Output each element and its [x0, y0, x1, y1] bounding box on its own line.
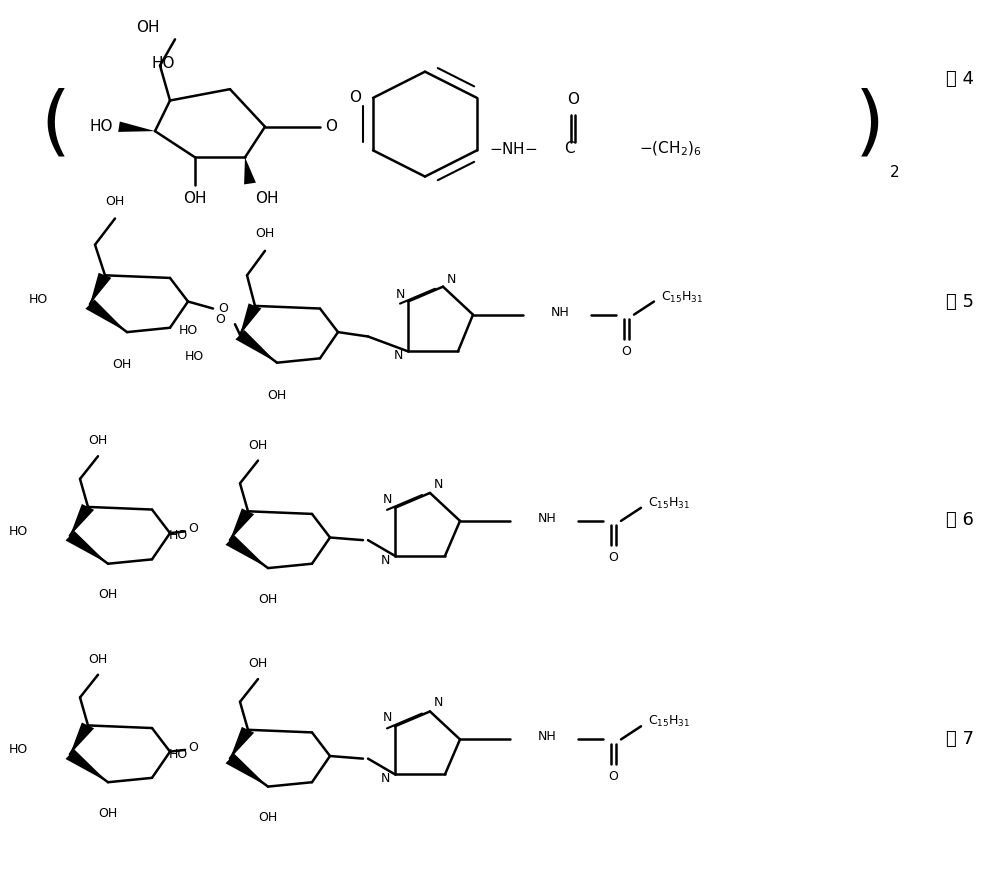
- Text: O: O: [188, 523, 198, 535]
- Text: $-$(CH$_2)_6$: $-$(CH$_2)_6$: [639, 139, 701, 158]
- Text: O: O: [608, 770, 618, 783]
- Text: OH: OH: [248, 657, 268, 670]
- Text: OH: OH: [136, 20, 160, 35]
- Text: O: O: [349, 90, 361, 106]
- Text: N: N: [380, 773, 390, 785]
- Text: N: N: [380, 554, 390, 566]
- Text: HO: HO: [185, 350, 204, 363]
- Text: NH: NH: [551, 306, 570, 318]
- Text: N: N: [433, 478, 443, 490]
- Polygon shape: [230, 509, 254, 540]
- Text: ): ): [855, 87, 885, 161]
- Text: OH: OH: [248, 439, 268, 452]
- Text: OH: OH: [258, 593, 278, 606]
- Polygon shape: [244, 157, 256, 184]
- Text: 式 6: 式 6: [946, 511, 974, 529]
- Text: HO: HO: [152, 56, 175, 72]
- Text: N: N: [393, 350, 403, 362]
- Polygon shape: [65, 750, 108, 782]
- Text: C$_{15}$H$_{31}$: C$_{15}$H$_{31}$: [661, 289, 703, 305]
- Text: C$_{15}$H$_{31}$: C$_{15}$H$_{31}$: [648, 714, 690, 730]
- Text: O: O: [608, 551, 618, 565]
- Text: HO: HO: [169, 748, 188, 760]
- Text: C: C: [564, 141, 574, 156]
- Text: O: O: [215, 313, 225, 325]
- Text: HO: HO: [179, 324, 198, 336]
- Text: HO: HO: [9, 525, 28, 538]
- Text: NH: NH: [538, 731, 557, 743]
- Text: O: O: [218, 302, 228, 315]
- Polygon shape: [225, 536, 268, 568]
- Polygon shape: [65, 531, 108, 564]
- Text: OH: OH: [98, 807, 118, 820]
- Text: 式 4: 式 4: [946, 70, 974, 87]
- Text: O: O: [188, 741, 198, 753]
- Text: OH: OH: [112, 358, 132, 371]
- Text: O: O: [325, 119, 337, 135]
- Text: OH: OH: [105, 195, 125, 208]
- Polygon shape: [90, 273, 111, 304]
- Polygon shape: [70, 504, 94, 536]
- Text: 式 5: 式 5: [946, 293, 974, 310]
- Text: OH: OH: [255, 191, 278, 205]
- Text: O: O: [621, 345, 631, 358]
- Text: OH: OH: [98, 588, 118, 601]
- Text: C$_{15}$H$_{31}$: C$_{15}$H$_{31}$: [648, 496, 690, 511]
- Polygon shape: [230, 727, 254, 759]
- Text: N: N: [433, 697, 443, 709]
- Polygon shape: [70, 723, 94, 754]
- Text: HO: HO: [89, 119, 113, 135]
- Text: $-$NH$-$: $-$NH$-$: [489, 141, 537, 156]
- Text: HO: HO: [9, 744, 28, 756]
- Text: 式 7: 式 7: [946, 730, 974, 747]
- Text: OH: OH: [88, 653, 108, 666]
- Text: OH: OH: [183, 191, 207, 205]
- Polygon shape: [85, 300, 127, 332]
- Text: N: N: [382, 493, 392, 505]
- Text: N: N: [446, 274, 456, 286]
- Text: O: O: [567, 92, 579, 107]
- Text: OH: OH: [267, 389, 287, 402]
- Text: OH: OH: [88, 434, 108, 447]
- Polygon shape: [235, 330, 277, 363]
- Text: 2: 2: [890, 164, 900, 180]
- Text: N: N: [382, 711, 392, 724]
- Text: HO: HO: [169, 530, 188, 542]
- Text: (: (: [40, 87, 70, 161]
- Polygon shape: [240, 303, 261, 335]
- Text: HO: HO: [29, 294, 48, 306]
- Text: OH: OH: [255, 227, 275, 240]
- Text: OH: OH: [258, 811, 278, 824]
- Text: N: N: [395, 288, 405, 301]
- Text: NH: NH: [538, 512, 557, 524]
- Polygon shape: [118, 121, 155, 132]
- Polygon shape: [225, 754, 268, 787]
